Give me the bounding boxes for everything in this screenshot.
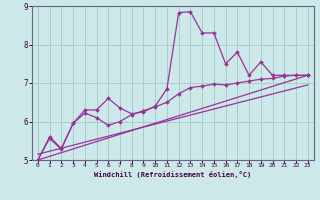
X-axis label: Windchill (Refroidissement éolien,°C): Windchill (Refroidissement éolien,°C) (94, 171, 252, 178)
